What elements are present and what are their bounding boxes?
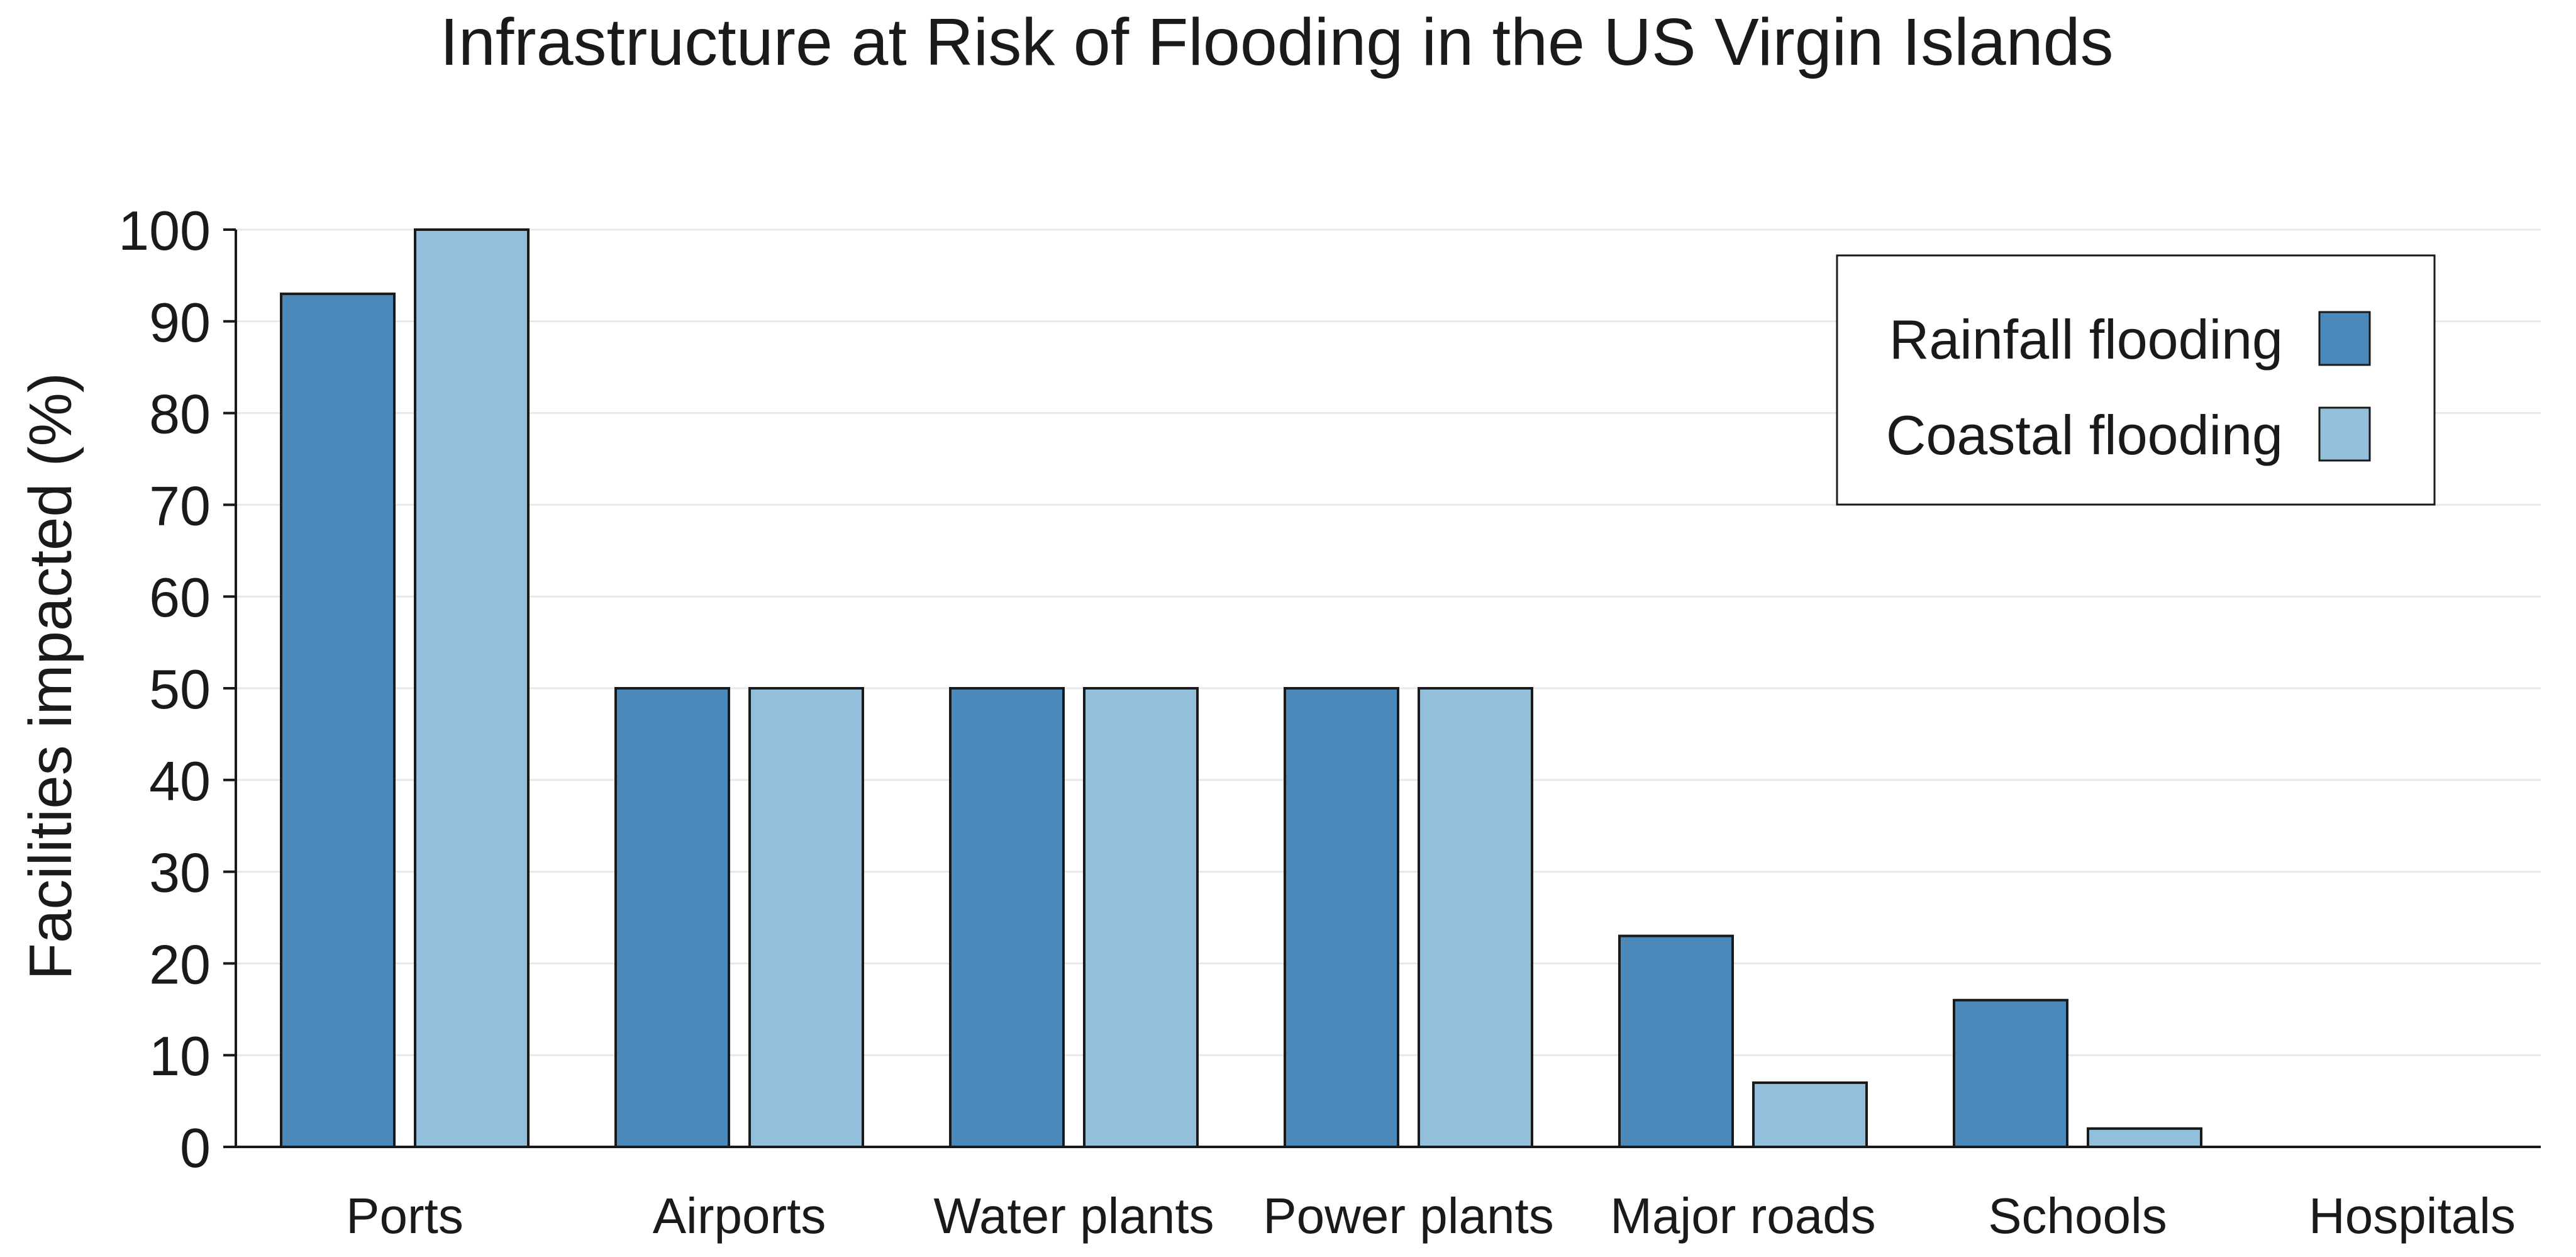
bar-major-roads-rainfall [1618, 934, 1734, 1149]
bar-airports-coastal [748, 687, 864, 1148]
x-tick-label: Hospitals [2309, 1188, 2516, 1244]
y-tick-label: 60 [149, 566, 211, 628]
x-tick-label: Water plants [933, 1188, 1214, 1244]
legend-frame [1836, 254, 2436, 506]
bar-power-plants-rainfall [1284, 687, 1399, 1148]
legend-swatch [2318, 406, 2371, 462]
x-tick-label: Airports [653, 1188, 826, 1244]
bar-power-plants-coastal [1418, 687, 1533, 1148]
bar-schools-coastal [2087, 1127, 2202, 1148]
x-tick-label: Schools [1988, 1188, 2167, 1244]
bar-major-roads-coastal [1752, 1081, 1868, 1148]
chart-title: Infrastructure at Risk of Flooding in th… [440, 5, 2113, 79]
bar-ports-rainfall [280, 293, 396, 1148]
labels: Infrastructure at Risk of Flooding in th… [17, 5, 2516, 1244]
bar-airports-rainfall [614, 687, 730, 1148]
y-tick-label: 50 [149, 658, 211, 720]
y-tick-label: 30 [149, 842, 211, 904]
legend-label: Coastal flooding [1886, 404, 2283, 466]
y-tick-label: 0 [180, 1117, 211, 1179]
axes [223, 228, 2541, 1148]
y-tick-label: 100 [118, 199, 211, 262]
y-tick-label: 80 [149, 383, 211, 445]
y-tick-label: 20 [149, 933, 211, 995]
x-tick-label: Power plants [1263, 1188, 1553, 1244]
y-tick-label: 40 [149, 750, 211, 812]
x-tick-label: Ports [346, 1188, 464, 1244]
y-tick-label: 10 [149, 1025, 211, 1087]
y-axis-label: Facilities impacted (%) [17, 372, 84, 980]
x-tick-label: Major roads [1610, 1188, 1875, 1244]
bar-ports-coastal [414, 228, 530, 1148]
y-tick-label: 90 [149, 291, 211, 354]
legend: Rainfall flooding Coastal flooding [1836, 254, 2436, 506]
bar-water-plants-coastal [1083, 687, 1199, 1148]
bar-water-plants-rainfall [949, 687, 1065, 1148]
legend-label: Rainfall flooding [1889, 308, 2283, 371]
legend-swatch [2318, 311, 2371, 366]
bar-schools-rainfall [1953, 998, 2068, 1148]
y-tick-label: 70 [149, 474, 211, 537]
